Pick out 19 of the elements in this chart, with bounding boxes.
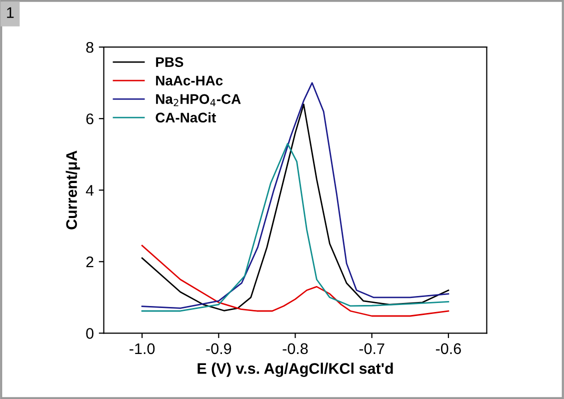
line-series — [141, 142, 450, 312]
line-series — [141, 244, 450, 317]
y-tick-label: 6 — [86, 113, 94, 124]
x-axis-title: E (V) v.s. Ag/AgCl/KCl sat'd — [198, 362, 393, 377]
x-tick-label: -1.0 — [130, 343, 155, 354]
legend-label: NaAc-HAc — [156, 76, 223, 86]
y-tick-label: 4 — [86, 185, 94, 196]
x-tick-label: -0.7 — [359, 343, 384, 354]
legend-label: PBS — [156, 57, 184, 68]
x-tick-label: -0.9 — [206, 343, 232, 354]
y-tick-label: 2 — [86, 256, 94, 268]
x-tick-label: -0.6 — [436, 343, 461, 354]
text: 1 — [7, 7, 14, 18]
y-axis-title: Current/μA — [66, 150, 80, 230]
legend-label: Na$_{2}$HPO$_{4}$-CA — [156, 94, 241, 106]
legend-label: CA-NaCit — [156, 112, 216, 123]
x-tick-label: -0.8 — [282, 343, 308, 354]
y-tick-label: 8 — [86, 42, 94, 53]
y-tick-label: 0 — [86, 328, 94, 339]
